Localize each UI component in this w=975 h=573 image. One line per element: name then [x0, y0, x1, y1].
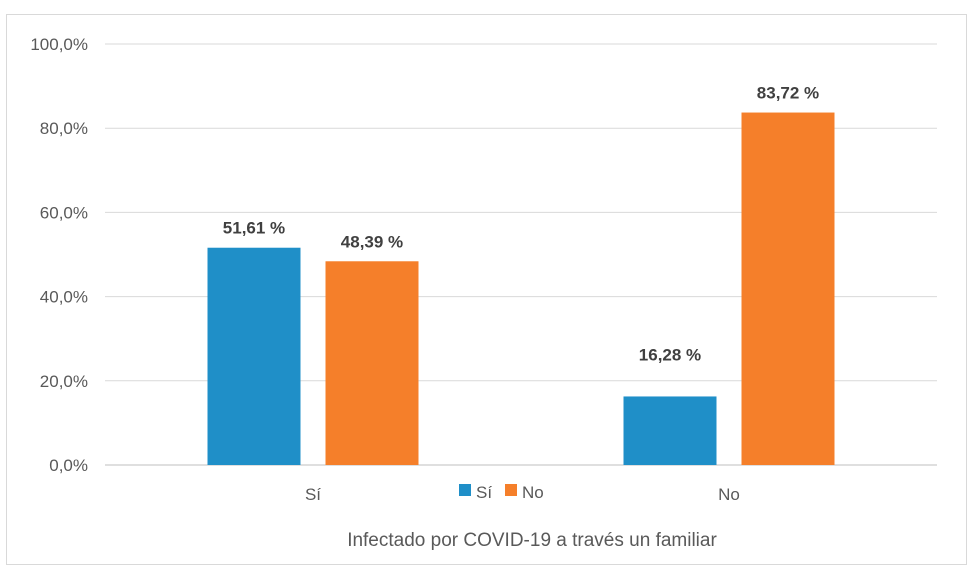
- y-tick-label: 20,0%: [40, 372, 88, 391]
- bar-no-si: [325, 261, 419, 465]
- legend-label-si: Sí: [476, 483, 492, 502]
- y-tick-label: 80,0%: [40, 119, 88, 138]
- legend-swatch-no: [505, 484, 517, 496]
- y-tick-label: 100,0%: [30, 35, 88, 54]
- x-axis-title: Infectado por COVID-19 a través un famil…: [347, 530, 717, 551]
- legend-label-no: No: [522, 483, 544, 502]
- legend-swatch-si: [459, 484, 471, 496]
- bar-no-no: [741, 112, 835, 465]
- data-label: 51,61 %: [223, 219, 285, 238]
- y-tick-label: 40,0%: [40, 288, 88, 307]
- bars: [207, 112, 835, 465]
- x-category-label: Sí: [305, 485, 321, 504]
- legend: Sí No: [459, 483, 544, 502]
- y-tick-label: 60,0%: [40, 203, 88, 222]
- y-axis-ticks: 0,0% 20,0% 40,0% 60,0% 80,0% 100,0%: [30, 35, 88, 475]
- data-label: 83,72 %: [757, 84, 819, 103]
- data-label: 48,39 %: [341, 232, 403, 251]
- bar-si-no: [623, 396, 717, 465]
- data-label: 16,28 %: [639, 345, 701, 364]
- data-labels: 51,61 % 48,39 % 16,28 % 83,72 %: [223, 84, 819, 365]
- bar-si-si: [207, 247, 301, 465]
- y-tick-label: 0,0%: [49, 456, 88, 475]
- x-axis-categories: Sí No: [305, 485, 740, 504]
- x-category-label: No: [718, 485, 740, 504]
